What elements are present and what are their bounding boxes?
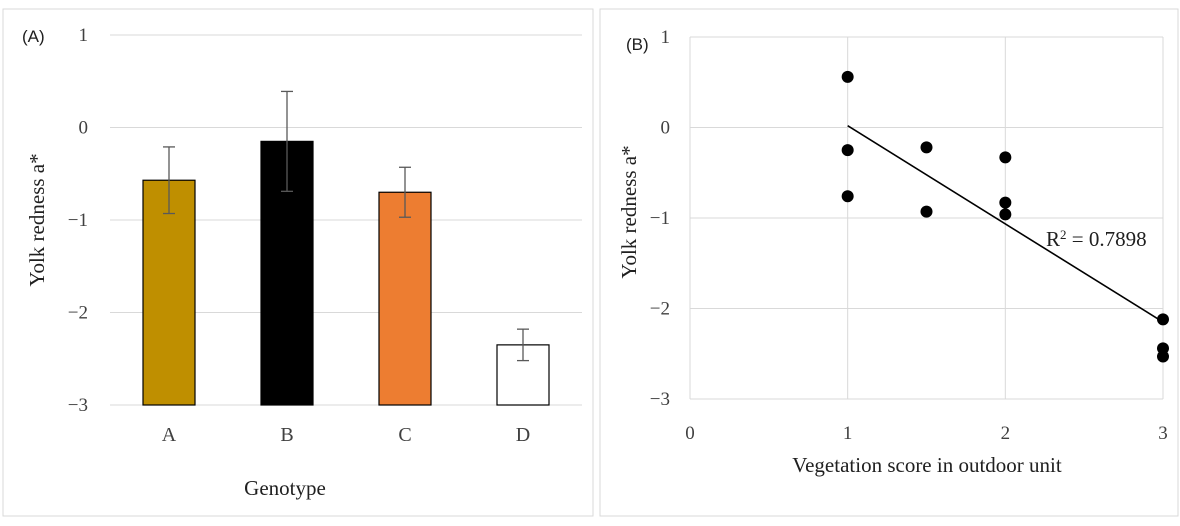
chart-b-border [599, 8, 1179, 517]
y-tick-label-b: 0 [661, 118, 671, 139]
y-tick-label-a: −1 [68, 210, 88, 231]
x-tick-label-a: C [398, 424, 411, 446]
data-point [999, 208, 1012, 221]
scatter-chart-svg: 1 0 −1 −2 −3 0 1 2 3 (B) Vegetation score in ou… [599, 8, 1179, 517]
data-point [1157, 350, 1169, 363]
data-point [841, 190, 854, 203]
data-point [841, 70, 854, 83]
y-tick-label-b: −1 [650, 208, 670, 229]
y-tick-label-b: 1 [661, 27, 671, 48]
y-tick-label-a: −3 [68, 395, 88, 416]
panel-a-bar-chart: 1 0 −1 −2 −3 A B C D (A) Genotype Yolk redness … [2, 8, 594, 517]
x-axis-title-b: Vegetation score in outdoor unit [792, 453, 1062, 477]
data-point [841, 144, 854, 157]
chart-a-border [2, 8, 594, 517]
x-tick-label-b: 1 [843, 423, 853, 444]
y-tick-label-a: 1 [79, 25, 89, 46]
bar-chart-svg: 1 0 −1 −2 −3 A B C D (A) Genotype Yolk redness … [2, 8, 594, 517]
y-tick-label-a: 0 [79, 118, 89, 139]
x-tick-label-b: 2 [1001, 423, 1011, 444]
x-tick-label-a: D [516, 424, 530, 446]
data-point [920, 205, 933, 218]
data-point [1157, 313, 1169, 326]
trendline [847, 125, 1164, 323]
x-axis-title-a: Genotype [244, 476, 326, 500]
panel-b-scatter-chart: 1 0 −1 −2 −3 0 1 2 3 (B) Vegetation score in ou… [598, 0, 1180, 526]
x-tick-label-b: 3 [1158, 423, 1168, 444]
y-axis-title-b: Yolk redness a* [617, 145, 641, 278]
x-tick-label-a: B [280, 424, 293, 446]
y-tick-label-a: −2 [68, 303, 88, 324]
bar-C [378, 191, 432, 406]
y-axis-title-a: Yolk redness a* [25, 153, 49, 286]
panel-label-a: (A) [22, 27, 45, 46]
data-point [999, 196, 1012, 209]
y-tick-label-b: −3 [650, 389, 670, 410]
panel-label-b: (B) [626, 35, 649, 54]
x-tick-label-b: 0 [685, 423, 695, 444]
data-point [999, 151, 1012, 164]
data-point [920, 141, 933, 154]
y-tick-label-b: −2 [650, 299, 670, 320]
r-squared-annotation: R2 = 0.7898 [1046, 227, 1147, 252]
x-tick-label-a: A [162, 424, 177, 446]
